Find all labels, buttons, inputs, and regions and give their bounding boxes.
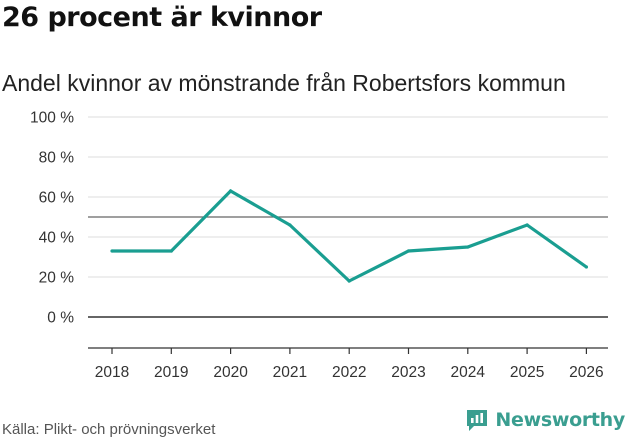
y-tick-label: 40 % xyxy=(39,230,75,247)
x-tick-label: 2019 xyxy=(154,364,188,381)
y-tick-label: 20 % xyxy=(39,270,75,287)
line-chart: 0 % 20 % 40 % 60 % 80 % 100 % 2018 2019 2020 202… xyxy=(30,110,608,381)
x-tick-label: 2024 xyxy=(451,364,486,381)
series-line-0 xyxy=(112,188,588,283)
x-tick-label: 2025 xyxy=(510,364,544,381)
chart-title: 26 procent är kvinnor xyxy=(2,2,322,33)
data-point-2023 xyxy=(406,249,411,253)
x-tick-label: 2026 xyxy=(569,364,603,381)
x-tick-label: 2022 xyxy=(332,364,366,381)
data-point-2022 xyxy=(347,279,351,283)
x-tick-label: 2021 xyxy=(273,364,307,381)
y-tick-label: 60 % xyxy=(39,190,75,207)
source-credit: Källa: Plikt- och prövningsverket xyxy=(2,421,216,438)
data-point-2020 xyxy=(229,189,233,193)
x-tick-label: 2023 xyxy=(391,364,425,381)
data-point-2021 xyxy=(288,223,292,227)
y-tick-label: 100 % xyxy=(30,110,74,127)
brand-name: Newsworthy xyxy=(495,409,625,431)
chart-subtitle: Andel kvinnor av mönstrande från Roberts… xyxy=(2,70,566,96)
brand-logo[interactable]: Newsworthy xyxy=(465,408,625,432)
y-tick-label: 0 % xyxy=(47,310,74,327)
data-point-2024 xyxy=(466,245,470,249)
newsworthy-logo-icon xyxy=(467,410,488,431)
x-axis xyxy=(88,347,608,354)
data-point-2026 xyxy=(584,265,589,269)
y-tick-label: 80 % xyxy=(39,150,75,167)
x-axis-ticks: 2018 2019 2020 2021 2022 2023 2024 2025 2026 xyxy=(95,364,604,381)
x-tick-label: 2020 xyxy=(213,364,248,381)
y-axis-ticks: 0 % 20 % 40 % 60 % 80 % 100 % xyxy=(30,110,74,327)
x-tick-label: 2018 xyxy=(95,364,129,381)
data-point-2018 xyxy=(110,249,114,253)
data-point-2019 xyxy=(169,249,173,253)
data-point-2025 xyxy=(525,223,529,227)
grid-lines xyxy=(88,116,608,318)
series-layer xyxy=(110,188,589,283)
